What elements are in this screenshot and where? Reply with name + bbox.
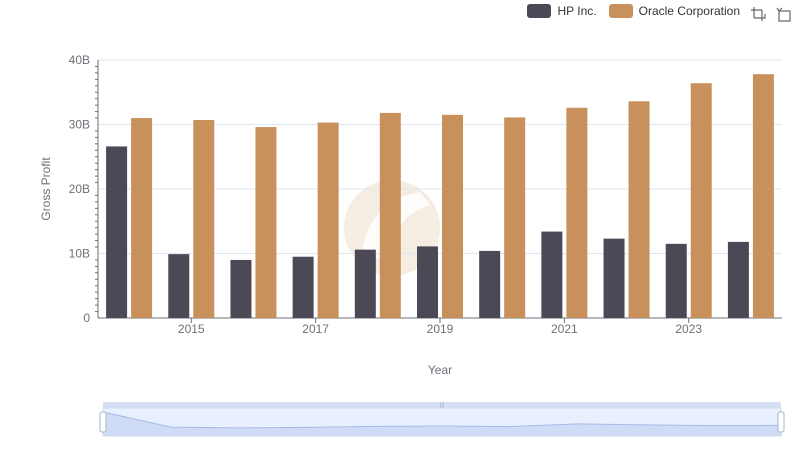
bar-hp-2017[interactable]	[292, 256, 314, 318]
x-axis-label: Year	[428, 363, 452, 377]
zoom-grip-icon: |||	[440, 403, 445, 409]
x-tick-label: 2021	[551, 322, 578, 336]
y-axis: 0 10B 20B 30B 40B	[69, 53, 99, 325]
zoom-move-bar[interactable]	[103, 402, 781, 408]
bar-hp-2024[interactable]	[727, 241, 749, 318]
bar-oracle-2019[interactable]	[442, 114, 463, 318]
bar-hp-2020[interactable]	[479, 250, 501, 318]
legend-label-oracle: Oracle Corporation	[638, 4, 740, 18]
x-tick-label: 2015	[178, 322, 205, 336]
y-tick-label: 40B	[69, 53, 90, 67]
legend: HP Inc. Oracle Corporation	[527, 4, 740, 18]
bar-hp-2016[interactable]	[230, 259, 252, 318]
y-tick-label: 30B	[69, 118, 90, 132]
bar-oracle-2024[interactable]	[752, 74, 774, 318]
zoom-icon[interactable]	[750, 6, 766, 22]
legend-label-hp: HP Inc.	[557, 4, 597, 18]
bar-series	[106, 74, 774, 318]
bar-hp-2019[interactable]	[417, 246, 438, 318]
x-tick-label: 2017	[302, 322, 329, 336]
x-axis: 2015 2017 2019 2021 2023	[98, 317, 782, 336]
bar-oracle-2020[interactable]	[504, 117, 526, 318]
legend-swatch-oracle	[608, 4, 633, 18]
legend-item-oracle[interactable]: Oracle Corporation	[608, 4, 740, 18]
toolbox	[750, 6, 792, 22]
bar-hp-2018[interactable]	[354, 249, 376, 318]
bar-oracle-2014[interactable]	[131, 118, 153, 318]
bar-hp-2023[interactable]	[665, 243, 687, 318]
zoom-preview-line	[102, 411, 782, 429]
y-axis-label: Gross Profit	[39, 157, 53, 221]
bar-oracle-2015[interactable]	[193, 119, 215, 318]
bar-oracle-2017[interactable]	[317, 122, 339, 318]
bar-oracle-2023[interactable]	[690, 83, 712, 318]
bar-hp-2015[interactable]	[168, 254, 190, 318]
zoom-handle-left[interactable]	[99, 411, 107, 433]
bar-hp-2021[interactable]	[541, 231, 563, 318]
legend-swatch-hp	[527, 4, 552, 18]
bar-hp-2014[interactable]	[106, 146, 128, 318]
x-tick-label: 2019	[427, 322, 454, 336]
bar-oracle-2016[interactable]	[255, 127, 277, 318]
bar-hp-2022[interactable]	[603, 238, 625, 318]
y-tick-label: 0	[83, 311, 90, 325]
zoom-reset-icon[interactable]	[776, 6, 792, 22]
zoom-handle-right[interactable]	[777, 411, 785, 433]
y-tick-label: 20B	[69, 182, 90, 196]
bar-oracle-2021[interactable]	[566, 107, 588, 318]
y-tick-label: 10B	[69, 247, 90, 261]
zoom-preview-area	[103, 412, 781, 436]
legend-item-hp[interactable]: HP Inc.	[527, 4, 597, 18]
bar-oracle-2018[interactable]	[379, 112, 401, 318]
data-zoom-slider[interactable]: |||	[99, 402, 785, 437]
x-tick-label: 2023	[675, 322, 702, 336]
bar-oracle-2022[interactable]	[628, 101, 650, 318]
